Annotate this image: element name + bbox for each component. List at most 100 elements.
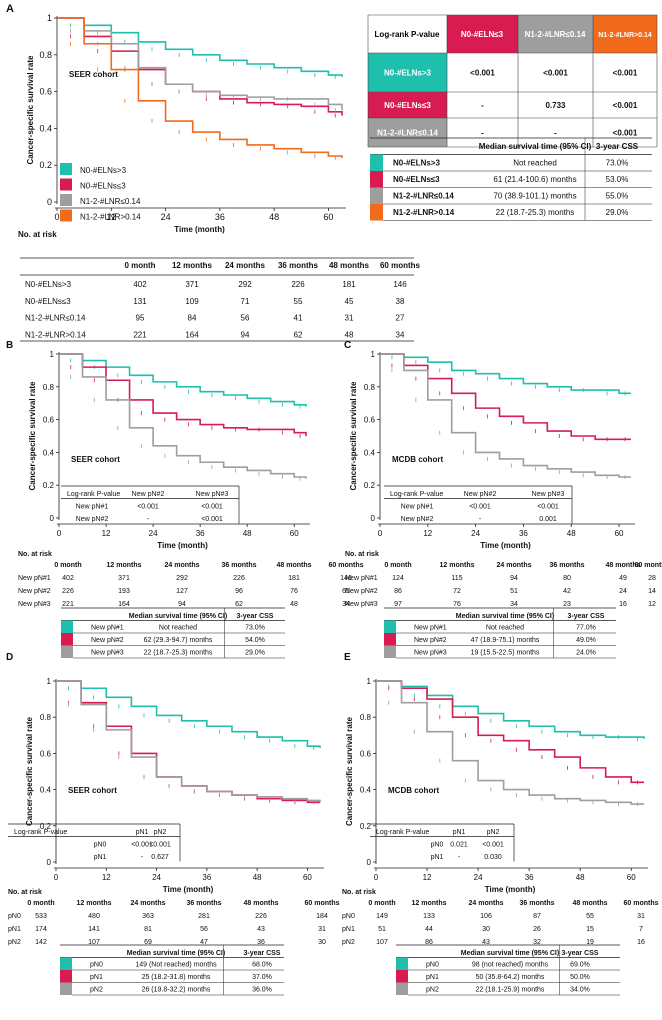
risk-value: 56 [241, 314, 250, 323]
x-tick-label: 0 [57, 529, 62, 538]
risk-value: 30 [318, 939, 326, 946]
median-row-name: pN0 [426, 962, 439, 969]
x-tick-label: 12 [423, 873, 432, 882]
css-value: 55.0% [606, 192, 629, 201]
y-tick-label: 0 [371, 514, 376, 523]
km-curve-N1-2-#LNR≤0.14 [57, 17, 343, 110]
pval-row-cell [368, 53, 447, 92]
pval-value: - [479, 516, 482, 523]
css-value: 36.0% [252, 987, 272, 994]
group-swatch [384, 645, 396, 658]
y-axis-label: Cancer-specific survival rate [349, 381, 358, 490]
risk-value: 34 [510, 601, 518, 608]
km-curve-New pN#2 [59, 353, 307, 436]
y-tick-label: 0.2 [364, 481, 376, 490]
pval-col-head: New pN#2 [464, 491, 497, 498]
risk-value: 45 [345, 297, 354, 306]
km-curve-New pN#3 [380, 353, 631, 478]
pval-head-cell [447, 15, 518, 53]
no-at-risk-label: No. at risk [18, 230, 57, 239]
group-swatch [384, 633, 396, 646]
risk-value: 38 [396, 297, 405, 306]
risk-value: 221 [133, 330, 147, 339]
risk-value: 363 [142, 913, 154, 920]
risk-col-head: 48 months [329, 261, 370, 270]
y-tick-label: 0.6 [40, 749, 52, 758]
km-curve-pN2 [56, 680, 321, 803]
css-value: 73.0% [606, 159, 629, 168]
x-tick-label: 24 [149, 529, 158, 538]
x-tick-label: 12 [102, 873, 111, 882]
risk-col-head: 12 months [172, 261, 213, 270]
group-swatch [370, 154, 383, 171]
x-tick-label: 60 [323, 212, 333, 222]
risk-col-head: 60 months [380, 261, 421, 270]
css-value: 50.0% [570, 974, 590, 981]
risk-col-head: 60 months [634, 562, 662, 569]
risk-value: 27 [396, 314, 405, 323]
cohort-label: MCDB cohort [388, 786, 439, 795]
median-row-name: New pN#1 [414, 625, 447, 632]
group-swatch [370, 204, 383, 221]
median-row-name: N1-2-#LNR≤0.14 [393, 192, 454, 201]
pval-row-name: New pN#1 [76, 504, 109, 511]
y-tick-label: 0.4 [364, 448, 376, 457]
pval-value: <0.001 [613, 101, 638, 110]
group-swatch [396, 982, 408, 995]
group-swatch [60, 957, 72, 970]
risk-value: 31 [345, 314, 354, 323]
risk-row-name: N0-#ELNs≤3 [25, 297, 71, 306]
x-tick-label: 36 [215, 212, 225, 222]
risk-value: 28 [648, 575, 656, 582]
risk-value: 146 [340, 575, 352, 582]
risk-value: 48 [345, 330, 354, 339]
pval-value: <0.001 [543, 69, 568, 78]
risk-value: 131 [133, 297, 147, 306]
km-curve-New pN#1 [380, 353, 631, 395]
median-value: 70 (38.9-101.1) months [493, 192, 576, 201]
risk-row-name: pN1 [8, 926, 21, 933]
risk-col-head: 12 months [76, 900, 111, 907]
risk-row-name: pN2 [8, 939, 21, 946]
risk-row-name: N1-2-#LNR≤0.14 [25, 314, 86, 323]
cohort-label: SEER cohort [71, 455, 120, 464]
pval-row-name: pN1 [94, 854, 107, 861]
legend-label: N1-2-#LNR>0.14 [80, 213, 141, 222]
pval-row-name: pN0 [94, 842, 107, 849]
legend-swatch [60, 209, 72, 222]
risk-value: 36 [257, 939, 265, 946]
css-value: 34.0% [570, 987, 590, 994]
y-tick-label: 1 [367, 677, 372, 686]
risk-value: 292 [238, 280, 252, 289]
y-tick-label: 1 [371, 350, 376, 359]
median-col-head: Median survival time (95% CI) [456, 613, 554, 620]
risk-value: 12 [648, 601, 656, 608]
km-curve-pN0 [376, 680, 645, 739]
x-tick-label: 48 [243, 529, 252, 538]
risk-row-name: pN1 [342, 926, 355, 933]
km-curve-N0-#ELNs>3 [57, 17, 343, 77]
css-value: 53.0% [606, 175, 629, 184]
risk-value: 181 [342, 280, 356, 289]
panel-letter: A [6, 3, 14, 15]
css-col-head: 3-year CSS [237, 613, 274, 620]
risk-col-head: 24 months [164, 562, 199, 569]
risk-value: 193 [118, 588, 130, 595]
group-swatch [396, 957, 408, 970]
risk-col-head: 48 months [605, 562, 640, 569]
risk-row-name: New pN#1 [345, 575, 378, 582]
median-row-name: pN2 [426, 987, 439, 994]
css-col-head: 3-year CSS [562, 950, 599, 957]
risk-value: 226 [62, 588, 74, 595]
pval-col-head: pN1 [453, 829, 466, 836]
risk-value: 184 [316, 913, 328, 920]
y-tick-label: 0.2 [43, 481, 55, 490]
median-value: Not reached [513, 159, 557, 168]
risk-value: 86 [425, 939, 433, 946]
logrank-label: Log-rank P-value [375, 30, 440, 39]
x-tick-label: 60 [303, 873, 312, 882]
legend-swatch [60, 178, 72, 191]
risk-value: 164 [185, 330, 199, 339]
legend-swatch [60, 194, 72, 206]
median-row-name: New pN#3 [91, 650, 124, 657]
